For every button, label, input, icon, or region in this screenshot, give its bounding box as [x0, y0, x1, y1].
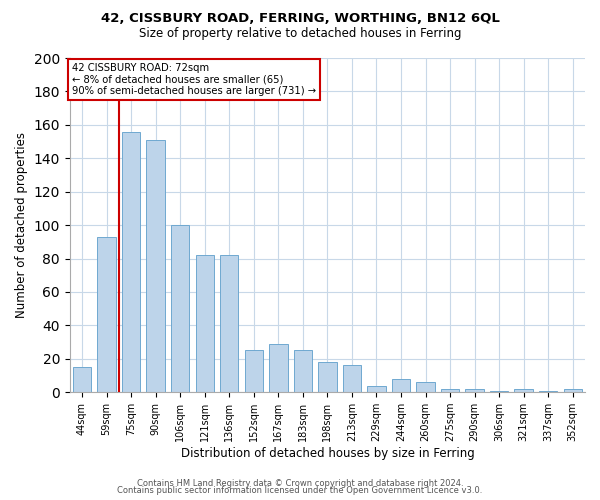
Bar	[318, 362, 337, 392]
Bar	[146, 140, 165, 392]
Bar	[441, 389, 459, 392]
X-axis label: Distribution of detached houses by size in Ferring: Distribution of detached houses by size …	[181, 447, 474, 460]
Bar	[343, 366, 361, 392]
Bar	[269, 344, 287, 392]
Bar	[539, 390, 557, 392]
Text: 42, CISSBURY ROAD, FERRING, WORTHING, BN12 6QL: 42, CISSBURY ROAD, FERRING, WORTHING, BN…	[101, 12, 499, 26]
Bar	[392, 379, 410, 392]
Y-axis label: Number of detached properties: Number of detached properties	[15, 132, 28, 318]
Bar	[490, 390, 508, 392]
Bar	[245, 350, 263, 392]
Bar	[416, 382, 435, 392]
Bar	[563, 389, 582, 392]
Bar	[171, 225, 190, 392]
Bar	[220, 255, 238, 392]
Text: Contains HM Land Registry data © Crown copyright and database right 2024.: Contains HM Land Registry data © Crown c…	[137, 478, 463, 488]
Text: 42 CISSBURY ROAD: 72sqm
← 8% of detached houses are smaller (65)
90% of semi-det: 42 CISSBURY ROAD: 72sqm ← 8% of detached…	[72, 63, 316, 96]
Text: Size of property relative to detached houses in Ferring: Size of property relative to detached ho…	[139, 28, 461, 40]
Bar	[514, 389, 533, 392]
Bar	[367, 386, 386, 392]
Bar	[293, 350, 312, 392]
Bar	[97, 237, 116, 392]
Bar	[196, 255, 214, 392]
Text: Contains public sector information licensed under the Open Government Licence v3: Contains public sector information licen…	[118, 486, 482, 495]
Bar	[122, 132, 140, 392]
Bar	[73, 367, 91, 392]
Bar	[466, 389, 484, 392]
